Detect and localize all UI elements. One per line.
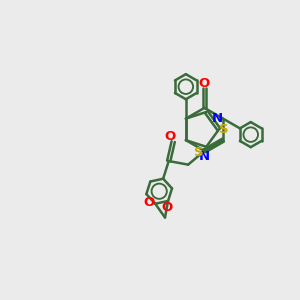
Text: S: S: [194, 146, 204, 159]
Text: N: N: [212, 112, 223, 125]
Text: O: O: [144, 196, 155, 209]
Text: N: N: [199, 150, 210, 163]
Text: O: O: [199, 76, 210, 90]
Text: S: S: [220, 123, 229, 136]
Text: O: O: [161, 201, 172, 214]
Text: O: O: [164, 130, 175, 143]
